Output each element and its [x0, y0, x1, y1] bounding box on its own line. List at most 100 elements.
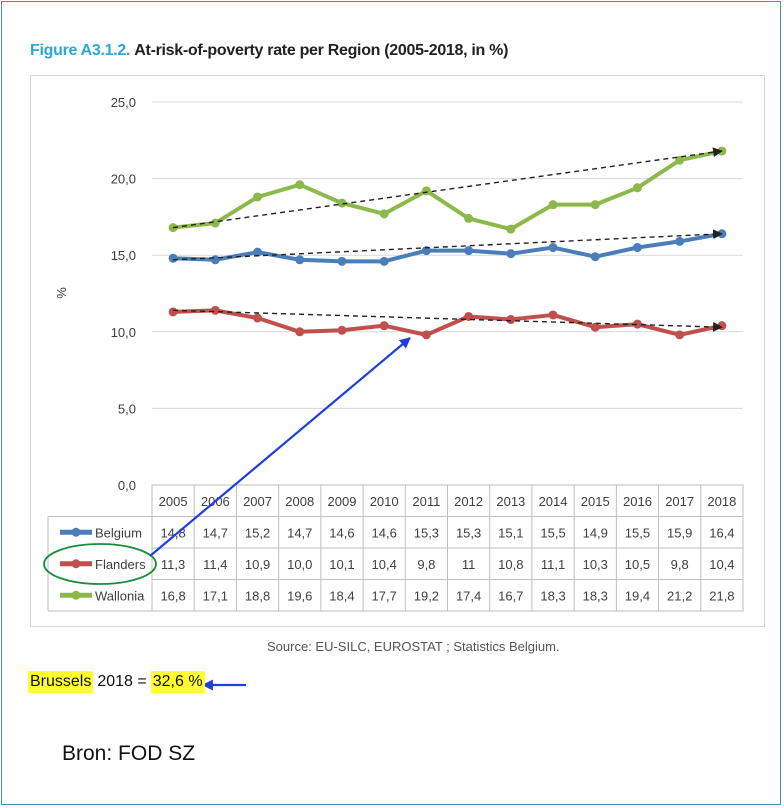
y-tick-label: 10,0	[111, 325, 136, 340]
data-label: 18,3	[540, 589, 565, 604]
annotation-arrow	[149, 337, 411, 557]
chart-container	[30, 75, 765, 627]
data-point	[337, 256, 347, 266]
figure-title: Figure A3.1.2. At-risk-of-poverty rate p…	[30, 42, 508, 60]
data-label: 15,2	[245, 526, 270, 541]
legend-entry-belgium: Belgium	[95, 526, 142, 541]
data-label: 17,1	[203, 589, 228, 604]
data-point	[210, 218, 220, 228]
data-point	[548, 243, 558, 253]
data-point	[632, 319, 642, 329]
data-point	[379, 256, 389, 266]
data-label: 17,7	[372, 589, 397, 604]
data-label: 10,1	[329, 557, 354, 572]
x-tick-label: 2009	[328, 494, 357, 509]
x-tick-label: 2008	[285, 494, 314, 509]
data-label: 16,8	[160, 589, 185, 604]
data-label: 11,3	[161, 557, 185, 572]
legend-marker	[71, 590, 81, 600]
data-point	[210, 305, 220, 315]
data-point	[675, 155, 685, 165]
data-label: 21,2	[667, 589, 692, 604]
data-label: 21,8	[709, 589, 734, 604]
figure-label: Figure A3.1.2.	[30, 42, 131, 59]
data-point	[295, 255, 305, 265]
data-point	[590, 322, 600, 332]
source-note: Source: EU-SILC, EUROSTAT ; Statistics B…	[267, 639, 560, 654]
data-point	[506, 224, 516, 234]
data-point	[675, 236, 685, 246]
data-label: 19,2	[414, 589, 439, 604]
data-label: 17,4	[456, 589, 481, 604]
data-label: 15,9	[667, 526, 692, 541]
legend-marker	[71, 527, 81, 537]
trendline-flanders	[173, 309, 723, 332]
data-label: 15,5	[625, 526, 650, 541]
data-label: 9,8	[671, 557, 689, 572]
data-label: 10,8	[498, 557, 523, 572]
data-label: 15,3	[456, 526, 481, 541]
series-line-flanders	[173, 308, 723, 337]
data-label: 10,3	[583, 557, 608, 572]
y-axis-label: %	[54, 287, 69, 299]
data-point	[253, 192, 263, 202]
y-tick-label: 15,0	[111, 248, 136, 263]
data-point	[421, 330, 431, 340]
x-tick-label: 2014	[539, 494, 568, 509]
x-tick-label: 2012	[454, 494, 483, 509]
series-line-wallonia	[172, 149, 723, 232]
data-point	[464, 246, 474, 256]
data-label: 10,4	[372, 557, 397, 572]
data-label: 19,4	[625, 589, 650, 604]
data-point	[295, 327, 305, 337]
x-tick-label: 2007	[243, 494, 272, 509]
data-point	[632, 183, 642, 193]
brussels-label: Brussels	[28, 671, 94, 693]
credit-text: Bron: FOD SZ	[62, 742, 196, 765]
data-point	[168, 253, 178, 263]
data-label: 10,9	[245, 557, 270, 572]
data-point	[506, 315, 516, 325]
data-point	[548, 200, 558, 210]
y-tick-label: 20,0	[111, 172, 136, 187]
data-point	[464, 213, 474, 223]
x-tick-label: 2015	[581, 494, 610, 509]
data-label: 10,0	[287, 557, 312, 572]
data-point	[675, 330, 685, 340]
data-point	[464, 311, 474, 321]
trendline-belgium	[173, 229, 723, 261]
figure-title-text: At-risk-of-poverty rate per Region (2005…	[134, 42, 509, 59]
x-tick-label: 2011	[412, 494, 440, 509]
data-point	[295, 180, 305, 190]
data-label: 11,1	[541, 557, 565, 572]
trendline-wallonia	[173, 147, 723, 229]
data-point	[379, 209, 389, 219]
x-tick-label: 2013	[496, 494, 525, 509]
data-label: 9,8	[417, 557, 435, 572]
data-label: 15,5	[540, 526, 565, 541]
data-label: 15,1	[498, 526, 523, 541]
data-point	[632, 243, 642, 253]
data-label: 15,3	[414, 526, 439, 541]
x-tick-label: 2018	[707, 494, 736, 509]
data-label: 14,8	[160, 526, 185, 541]
data-label: 11	[462, 557, 476, 572]
data-point	[337, 325, 347, 335]
data-point	[590, 200, 600, 210]
data-point	[590, 252, 600, 262]
data-label: 14,7	[203, 526, 228, 541]
x-tick-label: 2017	[665, 494, 694, 509]
highlight-ellipse	[43, 543, 157, 585]
data-label: 10,4	[709, 557, 734, 572]
data-label: 14,6	[372, 526, 397, 541]
data-point	[253, 247, 263, 257]
data-point	[506, 249, 516, 259]
data-label: 18,3	[583, 589, 608, 604]
x-tick-label: 2016	[623, 494, 652, 509]
series-line-belgium	[173, 231, 723, 264]
legend-marker	[71, 559, 81, 569]
data-label: 14,7	[287, 526, 312, 541]
x-tick-label: 2005	[159, 494, 188, 509]
data-label: 18,4	[329, 589, 354, 604]
